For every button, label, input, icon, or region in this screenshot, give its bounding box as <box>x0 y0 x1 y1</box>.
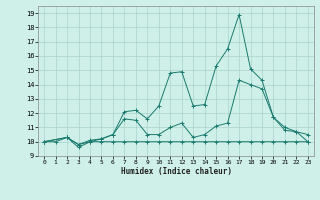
X-axis label: Humidex (Indice chaleur): Humidex (Indice chaleur) <box>121 167 231 176</box>
